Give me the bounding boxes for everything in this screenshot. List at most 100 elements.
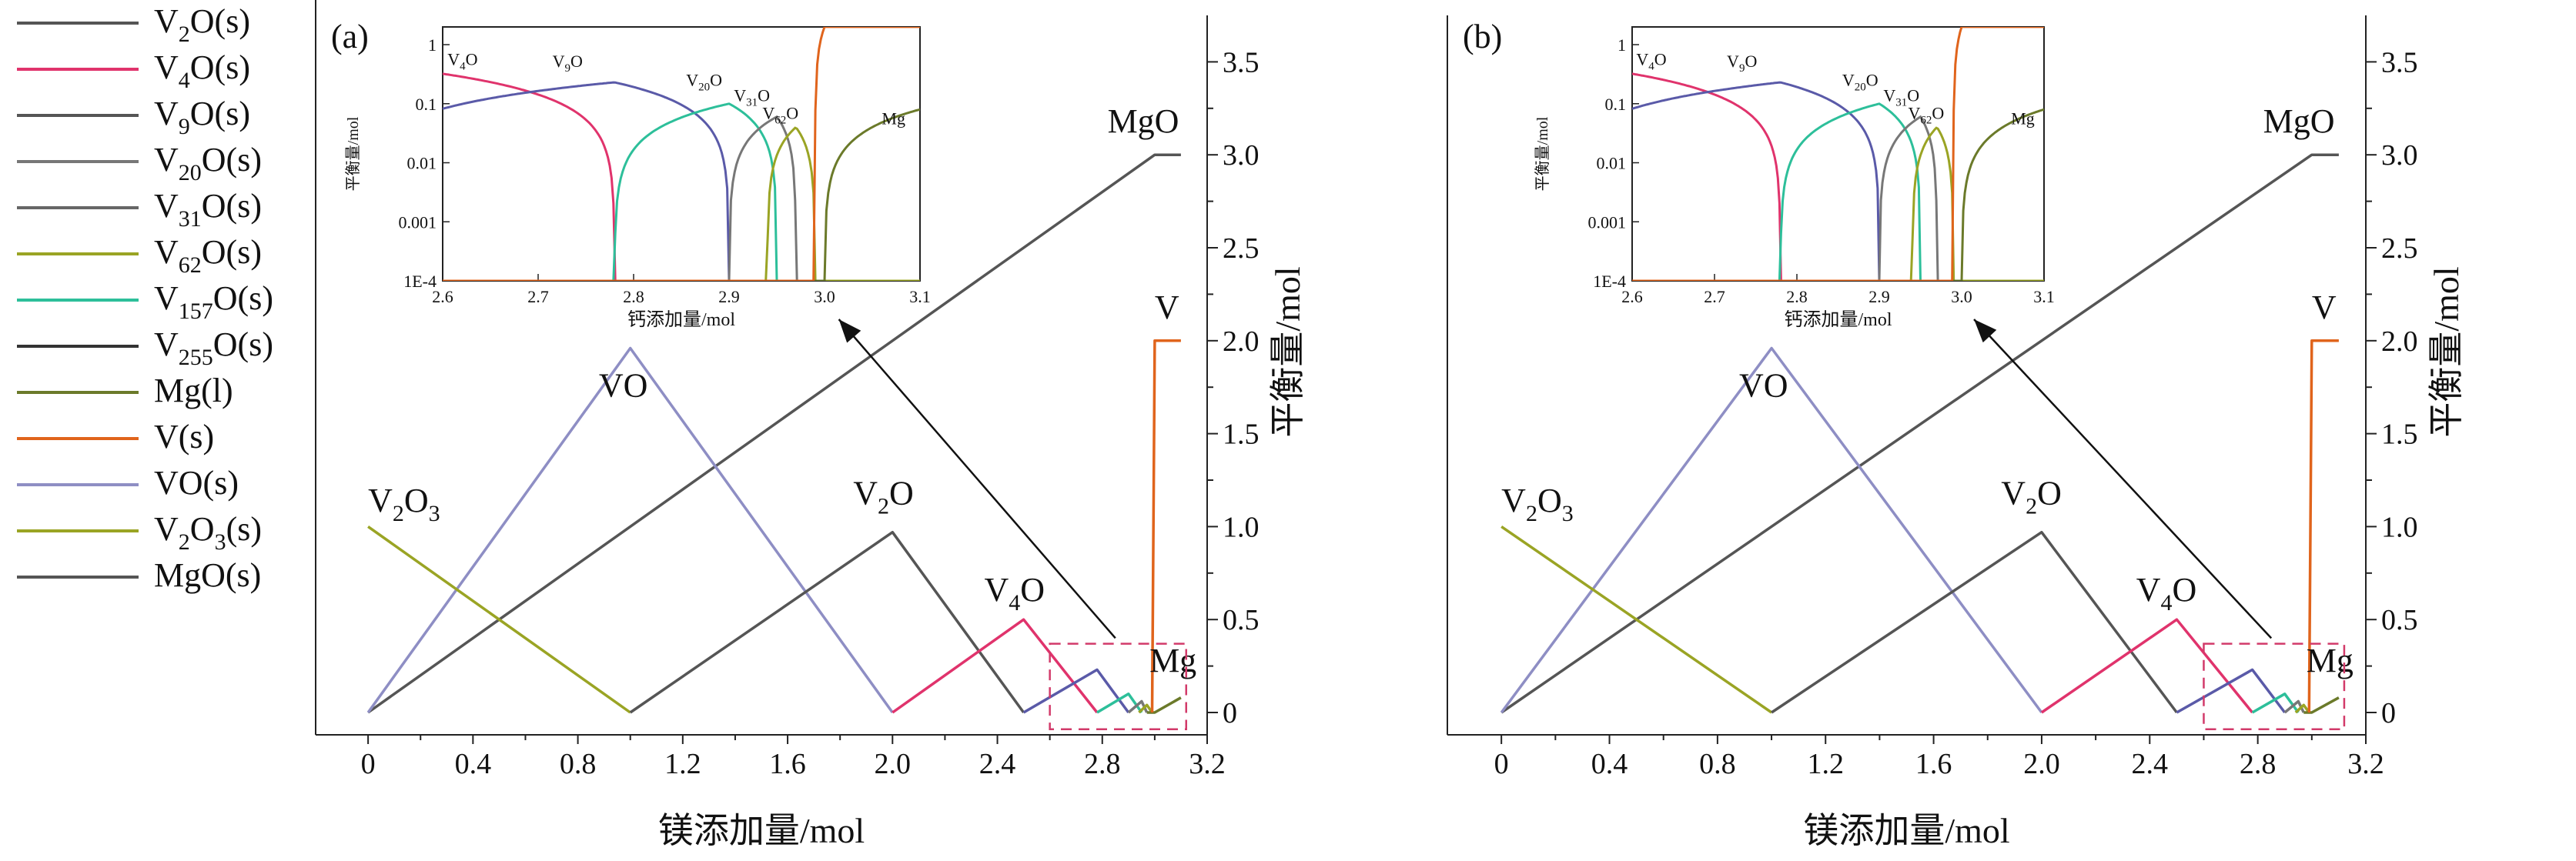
y-tick-label: 3.0 — [1223, 139, 1260, 172]
legend-entry: V2O3(s) — [154, 510, 262, 555]
x-tick-label: 2.8 — [1084, 748, 1121, 780]
legend-entry-rest: O(s) — [202, 141, 262, 179]
inset-curve-label-base: V — [1636, 50, 1648, 69]
x-tick-label: 1.2 — [664, 748, 701, 780]
inset-curve-label: V4O — [1636, 50, 1666, 73]
curve-label-sub: 2 — [878, 493, 889, 519]
curve-label-sub: 4 — [2161, 590, 2173, 616]
curve-label-sub: 4 — [1009, 590, 1020, 616]
curve-label: V2O3 — [368, 482, 440, 526]
inset-y-tick-label: 1 — [1618, 35, 1626, 55]
x-tick-label: 2.8 — [2240, 748, 2277, 780]
series-line-MgO — [367, 153, 1181, 714]
y-axis-title: 平衡量/mol — [1268, 266, 1307, 437]
series-line-V20O — [1096, 692, 1143, 714]
legend-entry-base: V — [154, 2, 179, 40]
inset-curve-label-base: V — [553, 52, 565, 71]
inset-chart: 2.6 2.7 2.8 2.9 3.0 3.1 1E-4 0.001 0.01 0.1 1 钙添加量/… — [1534, 26, 2055, 330]
inset-frame — [442, 26, 921, 282]
curve-label-sub: 2 — [2026, 493, 2037, 519]
legend-entry-sub: 4 — [179, 68, 190, 93]
series-line-V31O — [1127, 699, 1149, 714]
curve-label-base: Mg — [1149, 642, 1196, 679]
curve-label-base: V — [1501, 482, 1526, 519]
legend-entry-base: V — [154, 510, 179, 548]
curve-label-rest: O — [1537, 482, 1562, 519]
inset-line-Mg — [1632, 108, 2044, 281]
y-tick-label: 1.5 — [1223, 419, 1260, 451]
curve-label: V2O — [853, 474, 914, 519]
curve-label-sub2: 3 — [1562, 501, 1574, 526]
inset-curve-label-base: V — [1727, 52, 1739, 71]
inset-x-tick-label: 2.6 — [432, 287, 453, 306]
legend-entry-rest: O — [190, 510, 215, 548]
curve-label-base: V — [853, 474, 878, 512]
y-tick-label: 3.0 — [2381, 139, 2418, 172]
legend-entry: V(s) — [154, 418, 214, 456]
legend-entry-base: Mg(l) — [154, 372, 233, 409]
inset-line-V20O — [443, 102, 920, 281]
curve-label: V — [1155, 289, 1179, 326]
legend-entry-rest: O(s) — [213, 279, 273, 317]
panel-label: (a) — [331, 18, 369, 55]
legend-entry: V157O(s) — [154, 279, 273, 324]
legend-entry-base: V — [154, 233, 179, 271]
curve-label-rest: O — [889, 474, 914, 512]
legend-entry-sub: 157 — [179, 299, 213, 324]
legend: V2O(s)V4O(s)V9O(s)V20O(s)V31O(s)V62O(s)V… — [17, 0, 316, 735]
legend-entry-base: V — [154, 325, 179, 363]
curve-label-base: Mg — [2307, 642, 2354, 679]
inset-y-title: 平衡量/mol — [1534, 116, 1551, 191]
inset-line-V4O — [1632, 72, 2044, 281]
y-tick-label: 2.5 — [2381, 232, 2418, 265]
legend-entry-base: V — [154, 95, 179, 132]
inset-curve-label: V9O — [1727, 52, 1757, 75]
inset-curve-label-rest: O — [786, 104, 798, 123]
curve-label: VO — [599, 366, 648, 404]
inset-curve-label-sub: 62 — [1920, 115, 1932, 127]
series-line-V2O — [1771, 530, 2178, 714]
inset-curve-label-rest: O — [710, 71, 722, 90]
series-line-V31O — [2283, 699, 2305, 714]
inset-curve-label: V4O — [447, 50, 477, 73]
curve-label-base: V — [2136, 571, 2161, 609]
legend-entry: Mg(l) — [154, 372, 233, 409]
inset-chart: 2.6 2.7 2.8 2.9 3.0 3.1 1E-4 0.001 0.01 0.1 1 钙添加量/… — [344, 26, 931, 330]
series-line-V9O — [1022, 668, 1130, 714]
y-tick-label: 0 — [2381, 697, 2396, 729]
curve-label-base: V — [2001, 474, 2026, 512]
x-axis-title: 镁添加量/mol — [658, 811, 865, 850]
curve-label: MgO — [1108, 102, 1179, 140]
series-line-V20O — [2251, 692, 2300, 714]
legend-entry: V31O(s) — [154, 187, 262, 232]
y-tick-label: 2.0 — [1223, 325, 1260, 358]
inset-curve-label-rest: O — [1654, 50, 1667, 69]
inset-curves — [1632, 27, 2044, 281]
curve-label-base: V — [2312, 289, 2337, 326]
inset-curve-label-base: V — [447, 50, 460, 69]
inset-curve-label-rest: O — [570, 52, 583, 71]
inset-x-tick-label: 2.9 — [718, 287, 740, 306]
y-tick-label: 0.5 — [2381, 604, 2418, 636]
x-tick-label: 3.2 — [1189, 748, 1226, 780]
inset-y-tick-label: 1 — [428, 35, 437, 55]
legend-entry: V20O(s) — [154, 141, 262, 185]
inset-curve-label: V62O — [762, 104, 798, 127]
inset-curve-label-sub: 4 — [1648, 61, 1654, 73]
inset-curve-label: V31O — [734, 86, 770, 109]
curve-label: V4O — [985, 571, 1045, 616]
inset-y-tick-label: 1E-4 — [1593, 272, 1626, 291]
inset-x-title: 钙添加量/mol — [627, 309, 735, 330]
inset-curves — [443, 27, 920, 281]
inset-curve-label-base: V — [1883, 86, 1895, 105]
inset-curve-label-sub: 31 — [746, 97, 758, 109]
series-line-V2O — [629, 530, 1025, 714]
panel-label: (b) — [1463, 18, 1502, 55]
inset-x-tick-label: 3.0 — [1951, 287, 1972, 306]
x-tick-label: 2.4 — [979, 748, 1016, 780]
inset-curve-label-sub: 31 — [1895, 97, 1907, 109]
curve-label-sub2: 3 — [429, 501, 440, 526]
legend-entry-rest: O(s) — [190, 48, 250, 86]
inset-curve-label: Mg — [882, 108, 905, 128]
x-tick-label: 0 — [361, 748, 376, 780]
